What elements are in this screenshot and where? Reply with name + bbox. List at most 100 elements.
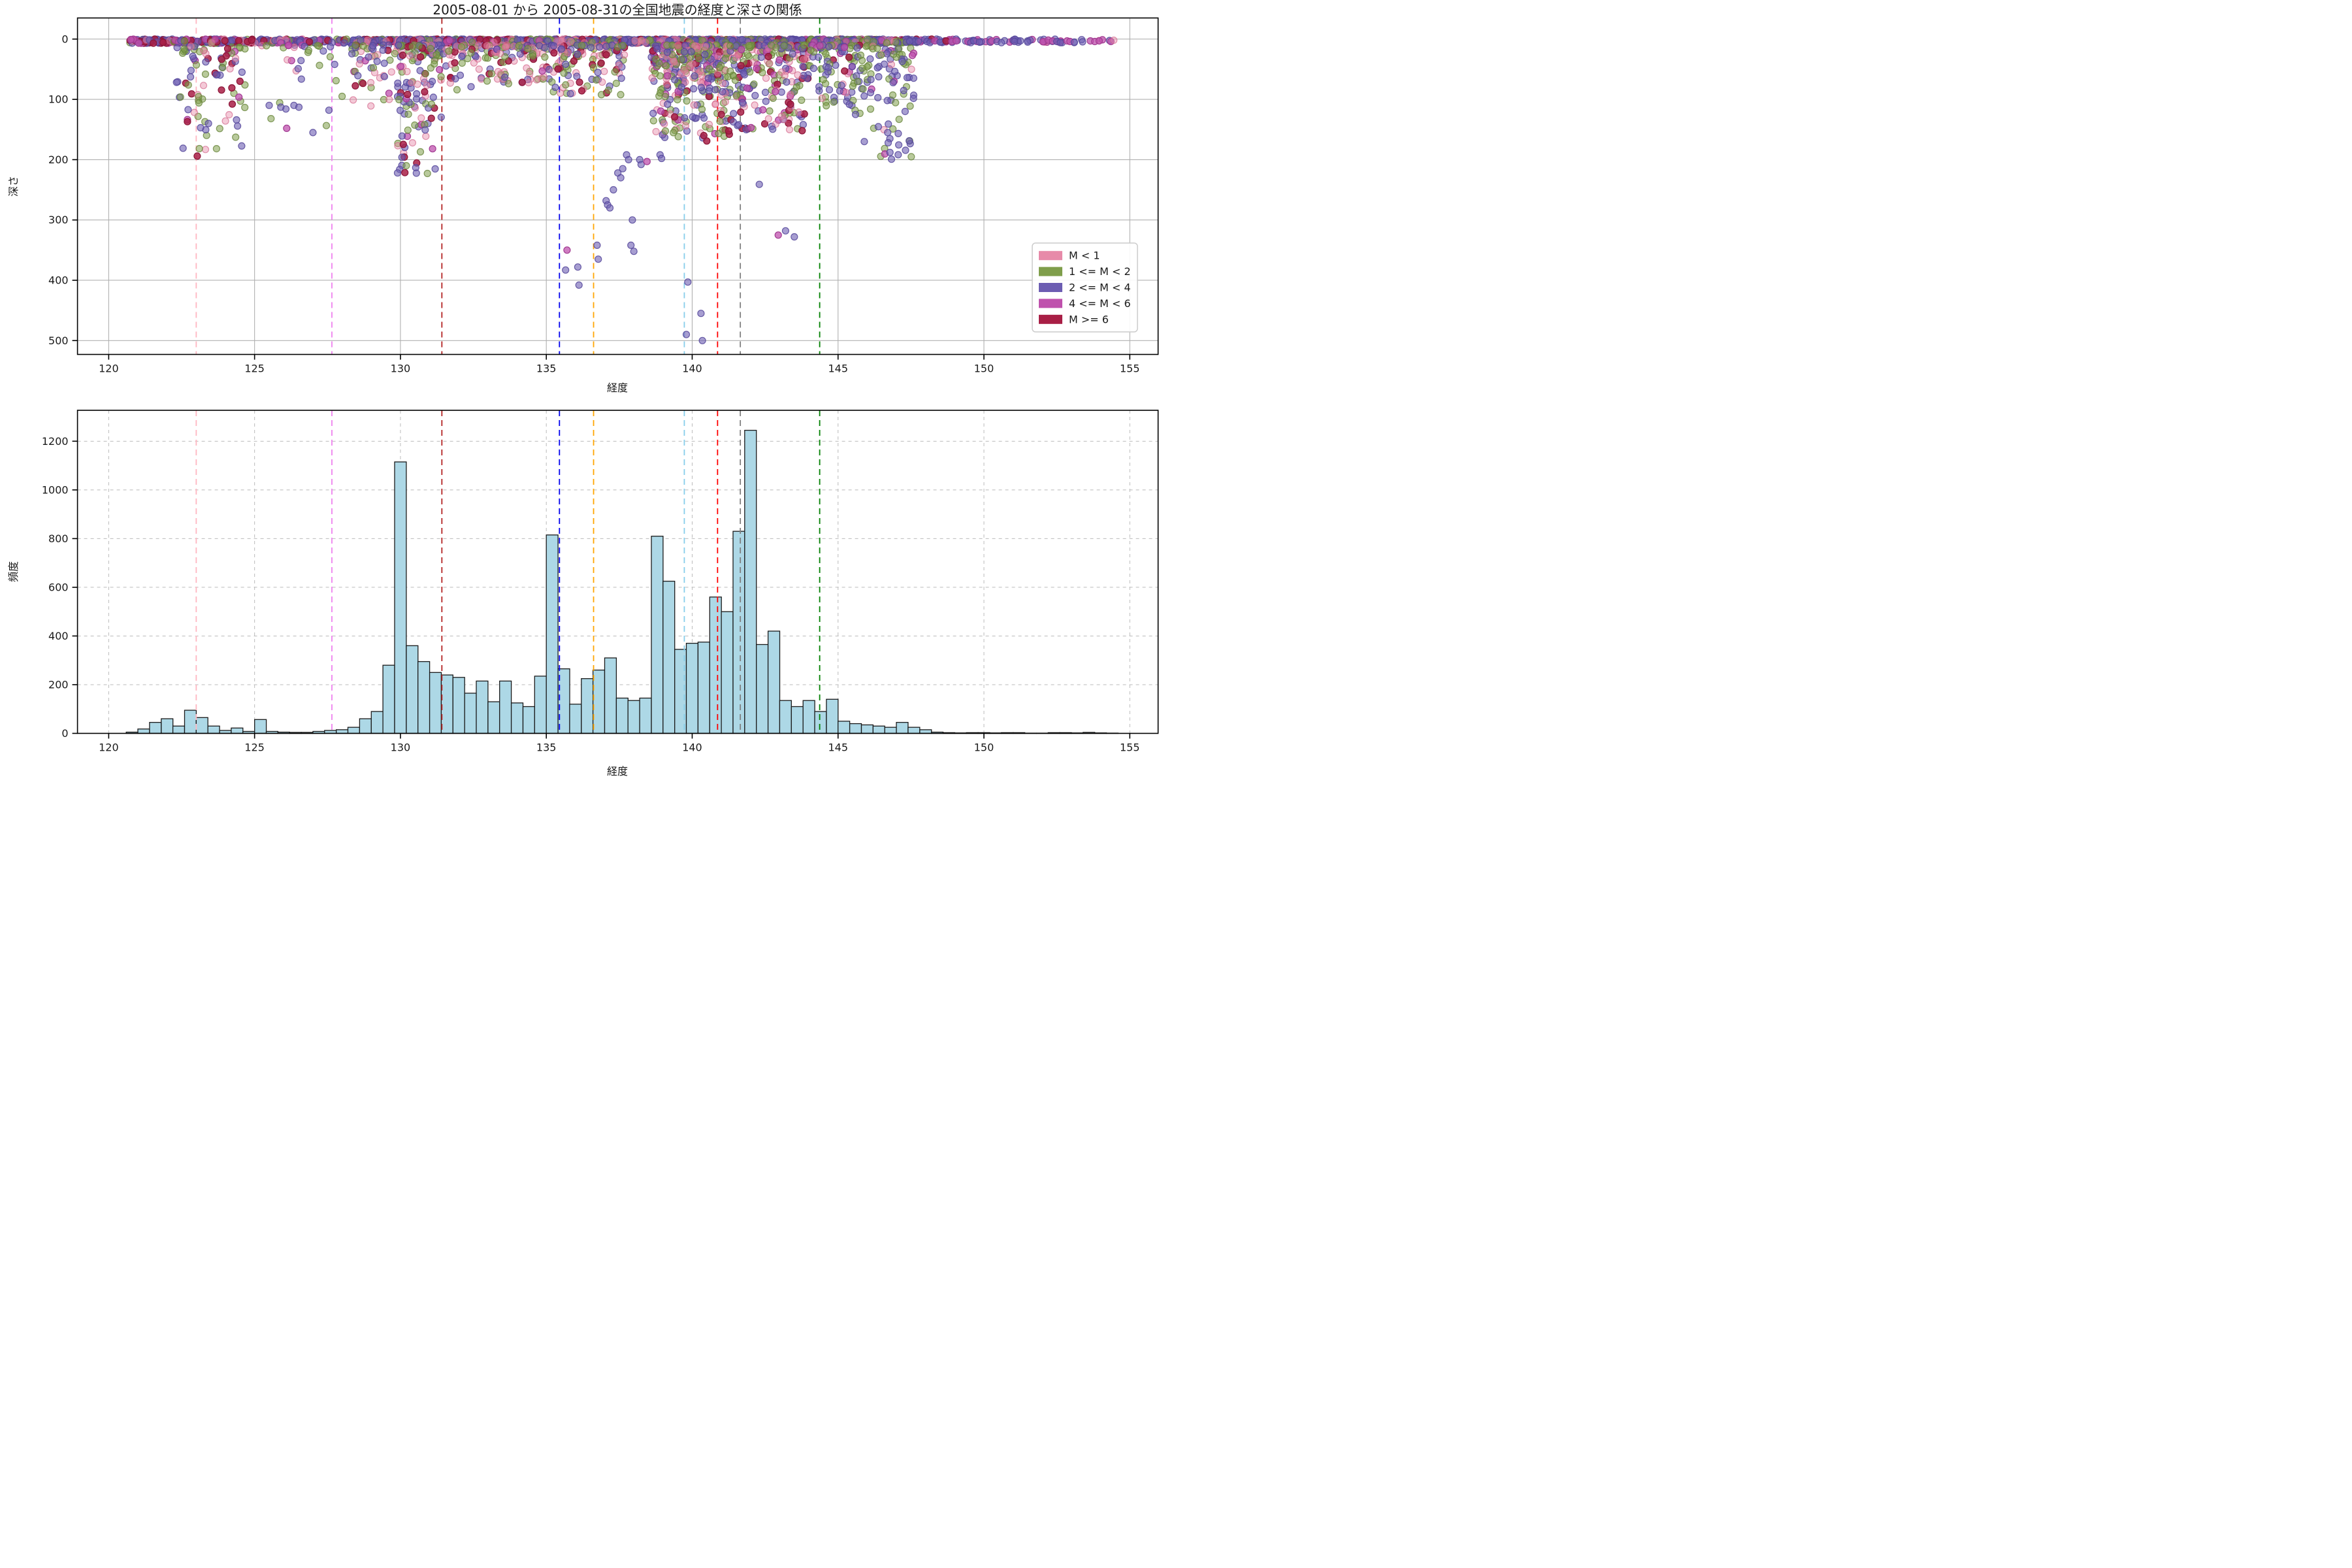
scatter-point	[188, 90, 195, 98]
y-tick-label: 1200	[42, 435, 69, 448]
scatter-point	[830, 98, 838, 106]
scatter-point	[483, 77, 491, 85]
scatter-point	[998, 39, 1005, 46]
histogram-plot: 120 125 130 135 140 145 150 155 0 200 400 600 800 100…	[42, 410, 1159, 754]
scatter-point	[221, 117, 229, 125]
scatter-point	[218, 86, 225, 94]
scatter-point	[525, 78, 532, 87]
scatter-point	[595, 43, 604, 51]
scatter-point	[853, 78, 862, 86]
legend: M < 1 1 <= M < 2 2 <= M < 4 4 <= M < 6 M >= …	[1032, 242, 1138, 333]
scatter-point	[184, 118, 191, 125]
scatter-point	[340, 39, 348, 47]
scatter-point	[697, 84, 706, 91]
scatter-point	[886, 148, 894, 156]
hist-bar	[838, 721, 851, 734]
scatter-point	[615, 61, 623, 69]
scatter-point	[746, 68, 754, 76]
scatter-point	[738, 46, 745, 54]
scatter-point	[327, 42, 335, 51]
scatter-point	[197, 123, 204, 132]
hist-bar	[161, 718, 174, 734]
hist-bar	[499, 680, 512, 734]
hist-bar	[370, 711, 384, 734]
scatter-point	[524, 44, 532, 53]
y-tick-label: 500	[48, 335, 69, 347]
y-tick-label: 400	[48, 630, 69, 642]
scatter-point	[697, 310, 705, 318]
scatter-point	[374, 51, 382, 59]
scatter-point	[970, 37, 978, 45]
scatter-point	[408, 42, 416, 51]
scatter-point	[570, 57, 578, 65]
scatter-point	[236, 77, 244, 86]
hist-bar	[849, 723, 862, 734]
scatter-point	[822, 50, 830, 58]
legend-label: M >= 6	[1069, 313, 1109, 325]
scatter-point	[617, 174, 625, 182]
scatter-point	[184, 106, 192, 114]
scatter-point	[532, 76, 541, 84]
hist-bar	[814, 711, 827, 734]
y-tick-label: 0	[61, 727, 68, 740]
scatter-point	[772, 88, 779, 95]
scatter-point	[437, 113, 445, 121]
hist-bar	[137, 728, 150, 734]
hist-bar	[440, 674, 453, 734]
scatter-point	[576, 78, 583, 86]
scatter-point	[150, 39, 157, 47]
scatter-point	[874, 93, 882, 102]
scatter-point	[446, 37, 453, 44]
scatter-point	[664, 72, 672, 80]
scatter-point	[800, 41, 808, 49]
x-tick-label: 155	[1120, 363, 1140, 375]
scatter-point	[1110, 36, 1118, 44]
y-tick-label: 300	[48, 214, 69, 226]
scatter-point	[399, 140, 407, 148]
scatter-point	[619, 165, 627, 172]
scatter-point	[427, 100, 436, 108]
scatter-point	[892, 99, 900, 106]
scatter-point	[766, 107, 774, 115]
scatter-point	[423, 169, 431, 178]
scatter-point	[529, 52, 537, 60]
hist-bar	[732, 531, 745, 734]
hist-bar	[569, 704, 582, 734]
scatter-point	[398, 154, 406, 161]
scatter-point	[648, 74, 656, 82]
scatter-point	[562, 60, 570, 68]
scatter-point	[416, 148, 425, 155]
scatter-point	[732, 91, 740, 99]
scatter-point	[903, 74, 911, 82]
scatter-point	[762, 97, 770, 105]
scatter-point	[187, 73, 195, 81]
scatter-point	[573, 73, 581, 80]
scatter-point	[593, 241, 601, 249]
scatter-point	[218, 56, 225, 63]
y-tick-label: 600	[48, 581, 69, 593]
scatter-point	[794, 71, 802, 79]
scatter-point	[840, 43, 849, 52]
hist-bar	[615, 697, 629, 734]
scatter-point	[638, 37, 645, 44]
scatter-point	[187, 67, 195, 74]
hist-bar	[184, 710, 197, 734]
scatter-point	[620, 51, 629, 59]
scatter-point	[727, 67, 734, 75]
scatter-point	[766, 59, 774, 67]
scatter-point	[412, 169, 420, 177]
scatter-point	[825, 63, 832, 72]
scatter-point	[541, 44, 549, 52]
scatter-point	[838, 82, 845, 90]
scatter-point	[403, 67, 411, 76]
scatter-point	[212, 71, 220, 79]
y-tick-label: 200	[48, 678, 69, 691]
scatter-point	[504, 80, 513, 88]
scatter-point	[890, 67, 899, 76]
scatter-point	[398, 132, 406, 140]
scatter-point	[643, 157, 651, 165]
scatter-point	[385, 95, 393, 103]
hist-bar	[884, 727, 897, 734]
legend-swatch	[1039, 283, 1062, 292]
scatter-point	[226, 65, 234, 73]
